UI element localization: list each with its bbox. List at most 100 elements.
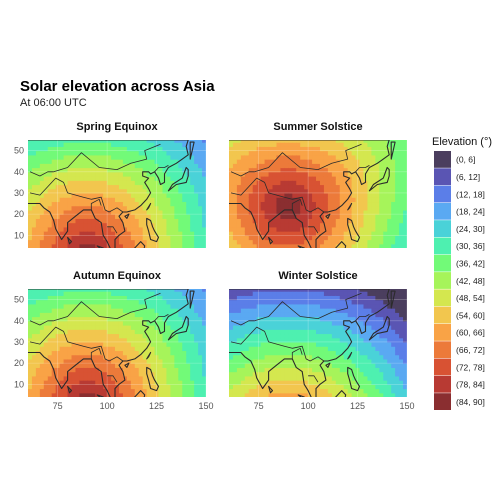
heat-cell bbox=[391, 167, 396, 173]
heat-cell bbox=[194, 363, 199, 368]
heat-cell bbox=[387, 184, 392, 190]
heat-cell bbox=[300, 239, 305, 245]
heat-cell bbox=[154, 354, 160, 360]
heat-cell bbox=[244, 218, 250, 224]
heat-cell bbox=[198, 363, 203, 368]
heat-cell bbox=[186, 201, 191, 207]
heat-cell bbox=[375, 316, 380, 322]
heat-cell bbox=[166, 329, 171, 335]
heat-cell bbox=[194, 140, 199, 143]
heat-cell bbox=[391, 388, 396, 394]
heat-cell bbox=[39, 180, 45, 186]
heat-cell bbox=[371, 346, 376, 352]
heat-cell bbox=[304, 142, 309, 147]
heat-cell bbox=[296, 209, 301, 215]
heat-cell bbox=[343, 140, 349, 143]
heat-cell bbox=[375, 350, 380, 356]
heat-cell bbox=[43, 291, 49, 296]
heat-cell bbox=[202, 214, 206, 219]
heat-cell bbox=[63, 333, 69, 339]
heat-cell bbox=[363, 188, 369, 194]
heat-cell bbox=[182, 341, 187, 347]
heat-cell bbox=[312, 316, 317, 322]
heat-cell bbox=[182, 299, 187, 305]
heat-cell bbox=[158, 350, 164, 356]
heat-cell bbox=[75, 231, 81, 236]
heat-cell bbox=[268, 163, 274, 169]
heat-cell bbox=[95, 226, 100, 232]
heat-cell bbox=[59, 303, 65, 309]
heat-cell bbox=[130, 341, 136, 347]
heat-cell bbox=[232, 341, 238, 347]
heat-cell bbox=[134, 333, 140, 339]
heat-cell bbox=[59, 142, 65, 147]
heat-cell bbox=[35, 388, 41, 394]
heat-cell bbox=[166, 226, 171, 232]
heat-cell bbox=[347, 392, 353, 397]
heat-cell bbox=[55, 167, 61, 173]
heat-cell bbox=[31, 384, 37, 390]
heat-cell bbox=[319, 171, 325, 177]
heat-cell bbox=[316, 159, 321, 164]
heat-cell bbox=[236, 392, 242, 397]
heat-cell bbox=[347, 201, 353, 207]
heat-cell bbox=[256, 350, 262, 356]
heat-cell bbox=[51, 226, 57, 232]
heat-cell bbox=[280, 176, 285, 181]
heat-cell bbox=[150, 375, 156, 381]
heat-cell bbox=[399, 154, 404, 160]
heat-cell bbox=[154, 209, 160, 215]
heat-cell bbox=[335, 150, 341, 156]
heat-cell bbox=[95, 295, 100, 301]
country-border bbox=[29, 171, 54, 177]
x-tick-label: 150 bbox=[198, 401, 213, 411]
heat-cell bbox=[280, 325, 285, 330]
heat-cell bbox=[232, 303, 238, 309]
heat-cell bbox=[158, 367, 164, 373]
heat-cell bbox=[319, 146, 325, 152]
heat-cell bbox=[316, 226, 321, 232]
heat-cell bbox=[316, 308, 321, 313]
heat-cell bbox=[395, 392, 400, 397]
heat-cell bbox=[198, 375, 203, 381]
heat-cell bbox=[312, 142, 317, 147]
heat-cell bbox=[280, 140, 285, 143]
heat-cell bbox=[256, 388, 262, 394]
heat-cell bbox=[359, 320, 365, 326]
heat-cell bbox=[162, 146, 168, 152]
heat-cell bbox=[335, 341, 341, 347]
heat-cell bbox=[312, 184, 317, 190]
heat-cell bbox=[186, 354, 191, 360]
heat-cell bbox=[115, 197, 120, 203]
heat-cell bbox=[331, 341, 337, 347]
heat-cell bbox=[134, 316, 140, 322]
heat-cell bbox=[91, 333, 96, 339]
heat-cell bbox=[399, 209, 404, 215]
heat-cell bbox=[327, 146, 333, 152]
heat-cell bbox=[395, 214, 400, 219]
heat-cell bbox=[375, 163, 380, 169]
heat-cell bbox=[47, 163, 53, 169]
heat-cell bbox=[288, 201, 293, 207]
heat-cell bbox=[111, 299, 116, 305]
heat-cell bbox=[126, 180, 132, 186]
heat-cell bbox=[28, 333, 33, 339]
heat-cell bbox=[379, 197, 384, 203]
heat-cell bbox=[166, 142, 171, 147]
legend-label: (6, 12] bbox=[456, 172, 480, 182]
heat-cell bbox=[178, 146, 183, 152]
heat-cell bbox=[272, 163, 278, 169]
heat-cell bbox=[75, 222, 81, 228]
heat-cell bbox=[403, 358, 407, 364]
heat-cell bbox=[316, 209, 321, 215]
heat-cell bbox=[126, 388, 132, 394]
heat-cell bbox=[319, 312, 325, 318]
heat-cell bbox=[99, 150, 104, 156]
heat-cell bbox=[395, 159, 400, 164]
heat-cell bbox=[308, 218, 313, 224]
heat-cell bbox=[288, 320, 293, 326]
island bbox=[368, 315, 390, 341]
heat-cell bbox=[383, 308, 388, 313]
heat-cell bbox=[142, 163, 148, 169]
heat-cell bbox=[103, 197, 108, 203]
